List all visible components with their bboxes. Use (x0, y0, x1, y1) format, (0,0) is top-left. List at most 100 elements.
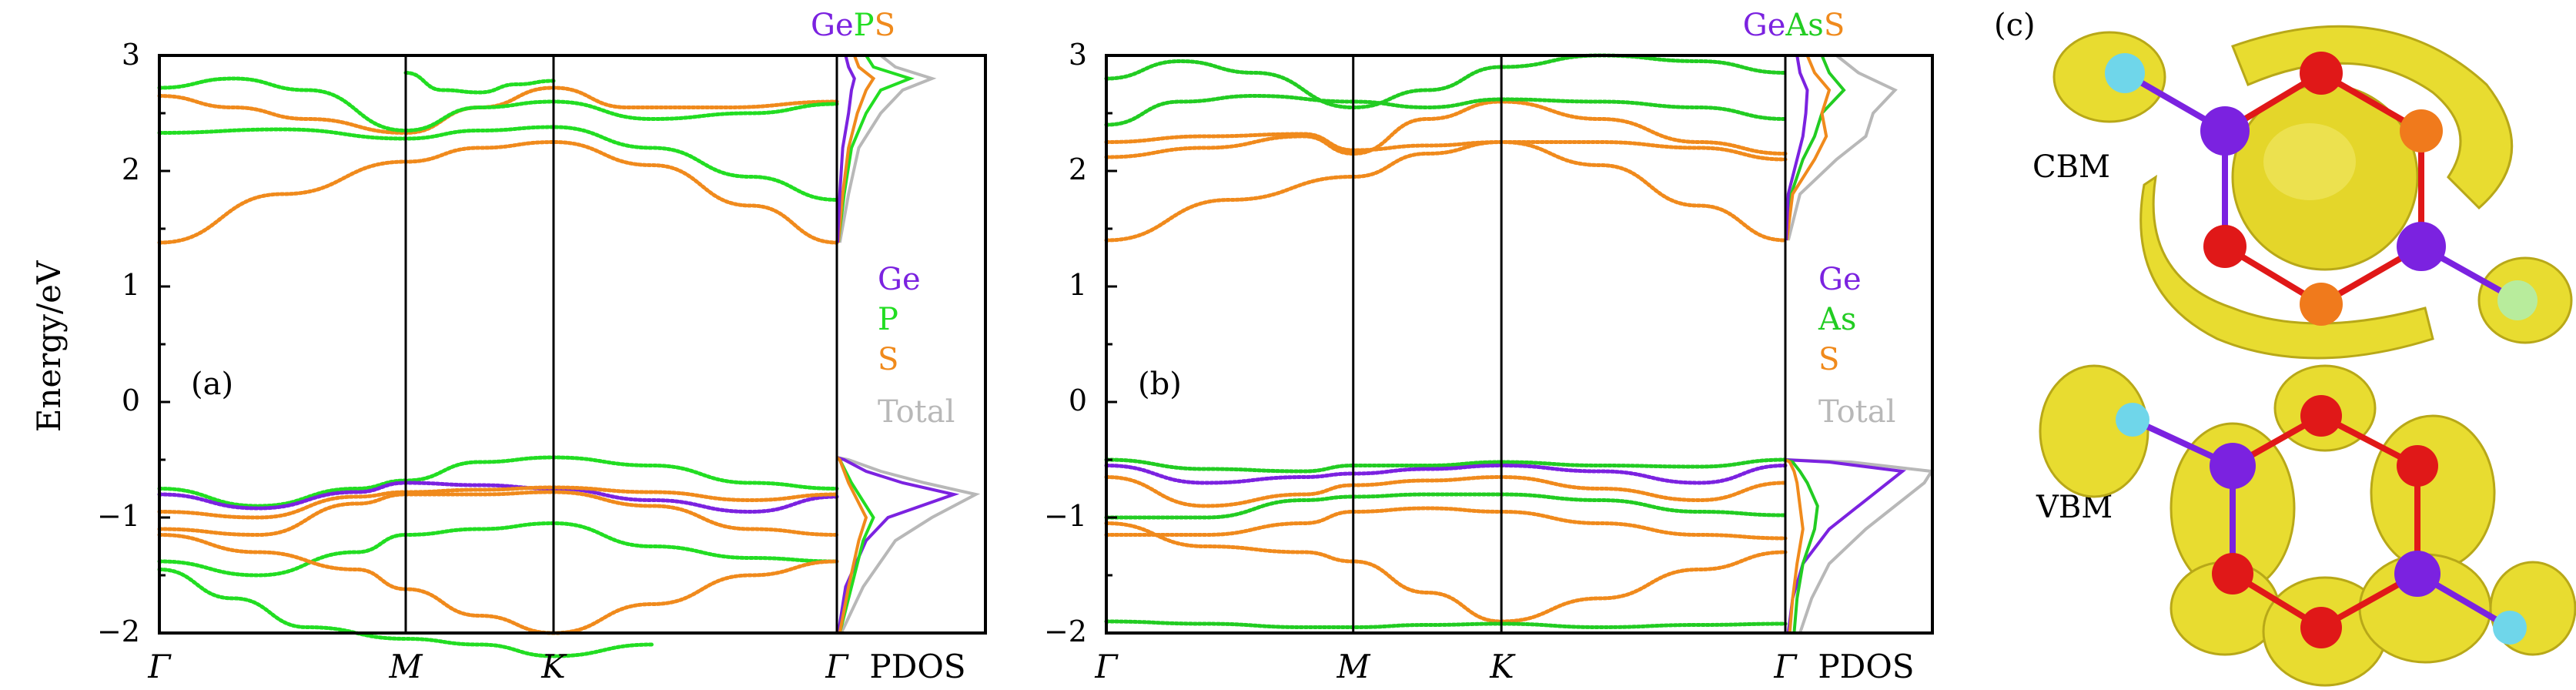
panel-a-pdos-group (835, 54, 981, 634)
title-part-s: S (875, 8, 895, 43)
ytick-label: 2 (122, 152, 140, 186)
band-line (1104, 506, 1788, 541)
panel-b-pdos-group (1784, 54, 1935, 634)
pdos-curve (836, 456, 981, 634)
band-line (1104, 521, 1788, 624)
band-line (157, 481, 839, 514)
atom-s (2212, 553, 2253, 595)
panel-c-charge-density: (c) CBM VBM (1994, 8, 2576, 687)
iso-lobe (2139, 174, 2434, 360)
atom-ge (2394, 551, 2441, 597)
band-line (157, 125, 839, 202)
pdos-curve (1784, 55, 1809, 241)
panel-b-series-group (1104, 53, 1788, 630)
y-axis-label: Energy/eV (30, 260, 68, 432)
ytick-label: 3 (122, 38, 140, 72)
atom-ge (2200, 106, 2250, 156)
band-line (1104, 463, 1788, 485)
atom-s (2397, 445, 2438, 487)
ytick-label: −1 (1044, 499, 1087, 533)
panel-b-band-structure: 3 2 1 0 −1 −2 Γ M K Γ PDOS (b) GeAsS Ge … (1044, 8, 1935, 685)
ytick-label: 0 (122, 384, 140, 417)
atom-s (2400, 109, 2443, 152)
band-line (157, 485, 839, 520)
band-line (157, 568, 654, 658)
ytick-label: 3 (1069, 38, 1087, 72)
pdos-curve (1785, 458, 1935, 634)
pdos-curve (1785, 55, 1846, 241)
title-part-ge: Ge (1743, 8, 1786, 43)
atom-as (2116, 403, 2149, 437)
atom-as (2105, 53, 2145, 93)
atom-as (2497, 280, 2538, 320)
pdos-label: PDOS (869, 648, 965, 685)
panel-a-title: GePS (811, 8, 895, 43)
kpoint-label-gamma-end: Γ (825, 648, 849, 685)
atom-ge (2397, 222, 2446, 271)
panel-tag-c: (c) (1994, 8, 2036, 43)
kpoint-label-gamma: Γ (1094, 648, 1119, 685)
legend-entry-p: P (878, 302, 898, 337)
title-part-p: P (854, 8, 875, 43)
atom-s (2300, 52, 2343, 95)
panel-a-band-structure: 3 2 1 0 −1 −2 Energy/eV Γ M K Γ PDOS (a)… (30, 8, 987, 685)
atom-s (2300, 395, 2342, 437)
pdos-curve (1785, 458, 1805, 634)
band-line (1104, 53, 1788, 110)
pdos-curve (1785, 458, 1906, 634)
vbm-isosurface-image (2039, 364, 2576, 687)
legend-entry-as: As (1818, 302, 1856, 337)
kpoint-label-k: K (1489, 648, 1516, 685)
kpoint-label-gamma-end: Γ (1773, 648, 1798, 685)
atom-ge (2210, 443, 2256, 489)
band-line (157, 533, 839, 635)
panel-a-series-group (157, 71, 839, 658)
title-part-ge: Ge (811, 8, 854, 43)
band-line (157, 85, 839, 136)
atom-s (2300, 283, 2343, 326)
panel-b-title: GeAsS (1743, 8, 1845, 43)
iso-center-highlight (2263, 123, 2356, 200)
panel-a-ticks (159, 54, 170, 635)
legend-entry-ge: Ge (878, 262, 921, 297)
legend-entry-s: S (878, 342, 898, 377)
pdos-label: PDOS (1818, 648, 1914, 685)
legend-entry-s: S (1818, 342, 1839, 377)
band-line (1104, 457, 1788, 474)
cbm-label: CBM (2032, 149, 2110, 185)
panel-tag-b: (b) (1138, 367, 1182, 402)
pdos-curve (836, 55, 876, 243)
band-line (1104, 492, 1788, 520)
atom-s (2203, 225, 2246, 268)
title-part-as: As (1785, 8, 1823, 43)
pdos-curve (835, 456, 868, 634)
ytick-label: 2 (1069, 152, 1087, 186)
atom-as (2493, 611, 2527, 645)
band-line (157, 490, 839, 538)
pdos-curve (836, 54, 915, 243)
band-line (157, 521, 839, 578)
ytick-label: −2 (1044, 615, 1087, 648)
kpoint-label-m: M (388, 648, 423, 685)
band-line (157, 455, 839, 508)
panel-tag-a: (a) (191, 367, 233, 402)
ytick-label: 1 (1069, 268, 1087, 302)
legend-entry-total: Total (1818, 394, 1895, 430)
atom-s (2300, 607, 2342, 648)
kpoint-label-m: M (1336, 648, 1370, 685)
pdos-curve (835, 55, 856, 243)
panel-b-ticks (1106, 54, 1117, 635)
iso-lobe (2231, 25, 2514, 210)
pdos-curve (1785, 55, 1832, 241)
band-line (1104, 474, 1788, 508)
iso-lobe (2039, 364, 2149, 498)
band-line (1104, 93, 1788, 127)
band-line (157, 76, 839, 133)
kpoint-label-k: K (540, 648, 567, 685)
kpoint-label-gamma: Γ (147, 648, 172, 685)
band-line (1104, 619, 1788, 630)
band-line (1104, 99, 1788, 159)
pdos-curve (838, 54, 937, 243)
band-line (1104, 139, 1788, 243)
